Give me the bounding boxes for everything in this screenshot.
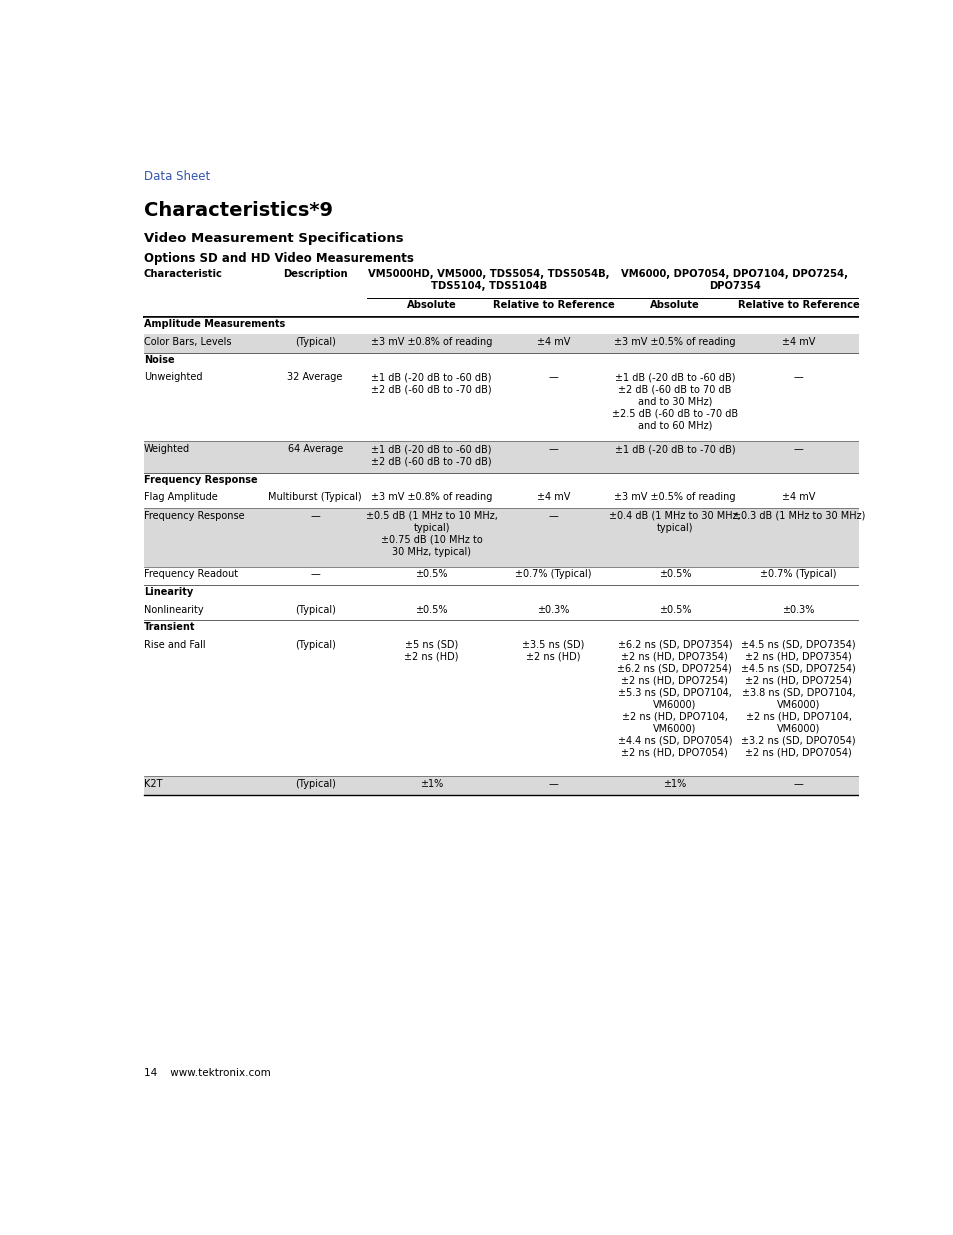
Text: ±0.7% (Typical): ±0.7% (Typical) (515, 569, 591, 579)
Bar (144, 441, 858, 473)
Text: ±3 mV ±0.8% of reading: ±3 mV ±0.8% of reading (371, 337, 492, 347)
Text: Frequency Readout: Frequency Readout (144, 569, 237, 579)
Text: ±0.3%: ±0.3% (537, 605, 569, 615)
Text: ±0.5%: ±0.5% (415, 569, 447, 579)
Text: ±1 dB (-20 dB to -60 dB)
±2 dB (-60 dB to 70 dB
and to 30 MHz)
±2.5 dB (-60 dB t: ±1 dB (-20 dB to -60 dB) ±2 dB (-60 dB t… (611, 372, 738, 430)
Text: Transient: Transient (144, 622, 195, 632)
Text: Weighted: Weighted (144, 445, 190, 454)
Text: ±1 dB (-20 dB to -60 dB)
±2 dB (-60 dB to -70 dB): ±1 dB (-20 dB to -60 dB) ±2 dB (-60 dB t… (371, 445, 492, 466)
Text: ±1 dB (-20 dB to -70 dB): ±1 dB (-20 dB to -70 dB) (614, 445, 735, 454)
Text: —: — (310, 511, 319, 521)
Text: ±4 mV: ±4 mV (781, 493, 815, 503)
Text: ±3 mV ±0.5% of reading: ±3 mV ±0.5% of reading (614, 493, 735, 503)
Text: ±1 dB (-20 dB to -60 dB)
±2 dB (-60 dB to -70 dB): ±1 dB (-20 dB to -60 dB) ±2 dB (-60 dB t… (371, 372, 492, 394)
Text: Characteristic: Characteristic (144, 269, 222, 279)
Text: ±0.5%: ±0.5% (658, 569, 690, 579)
Text: ±3 mV ±0.5% of reading: ±3 mV ±0.5% of reading (614, 337, 735, 347)
Text: ±0.3%: ±0.3% (781, 605, 814, 615)
Text: ±3 mV ±0.8% of reading: ±3 mV ±0.8% of reading (371, 493, 492, 503)
Text: Relative to Reference: Relative to Reference (493, 300, 614, 310)
Text: ±4 mV: ±4 mV (781, 337, 815, 347)
Text: —: — (548, 779, 558, 789)
Text: —: — (793, 445, 802, 454)
Text: Noise: Noise (144, 354, 174, 364)
Bar (144, 508, 858, 567)
Text: ±0.3 dB (1 MHz to 30 MHz): ±0.3 dB (1 MHz to 30 MHz) (732, 511, 864, 521)
Text: Linearity: Linearity (144, 587, 193, 597)
Text: K2T: K2T (144, 779, 162, 789)
Text: Options SD and HD Video Measurements: Options SD and HD Video Measurements (144, 252, 413, 264)
Text: ±0.4 dB (1 MHz to 30 MHz,
typical): ±0.4 dB (1 MHz to 30 MHz, typical) (608, 511, 740, 534)
Text: —: — (548, 511, 558, 521)
Text: ±4 mV: ±4 mV (537, 493, 570, 503)
Text: ±3.5 ns (SD)
±2 ns (HD): ±3.5 ns (SD) ±2 ns (HD) (522, 640, 584, 662)
Text: ±0.5 dB (1 MHz to 10 MHz,
typical)
±0.75 dB (10 MHz to
30 MHz, typical): ±0.5 dB (1 MHz to 10 MHz, typical) ±0.75… (365, 511, 497, 557)
Text: ±0.5%: ±0.5% (415, 605, 447, 615)
Text: Nonlinearity: Nonlinearity (144, 605, 203, 615)
Text: —: — (548, 445, 558, 454)
Text: 14    www.tektronix.com: 14 www.tektronix.com (144, 1068, 270, 1078)
Bar (144, 335, 858, 353)
Text: (Typical): (Typical) (294, 640, 335, 650)
Text: Description: Description (283, 269, 347, 279)
Text: —: — (548, 372, 558, 383)
Text: Frequency Response: Frequency Response (144, 474, 257, 484)
Text: Data Sheet: Data Sheet (144, 170, 210, 183)
Text: Absolute: Absolute (406, 300, 456, 310)
Text: (Typical): (Typical) (294, 779, 335, 789)
Text: ±5 ns (SD)
±2 ns (HD): ±5 ns (SD) ±2 ns (HD) (404, 640, 458, 662)
Text: Color Bars, Levels: Color Bars, Levels (144, 337, 231, 347)
Text: VM5000HD, VM5000, TDS5054, TDS5054B,
TDS5104, TDS5104B: VM5000HD, VM5000, TDS5054, TDS5054B, TDS… (368, 269, 609, 291)
Text: —: — (793, 372, 802, 383)
Text: Amplitude Measurements: Amplitude Measurements (144, 320, 285, 330)
Text: —: — (310, 569, 319, 579)
Text: Unweighted: Unweighted (144, 372, 202, 383)
Bar (144, 777, 858, 795)
Text: Video Measurement Specifications: Video Measurement Specifications (144, 232, 403, 245)
Text: ±1%: ±1% (419, 779, 443, 789)
Text: Relative to Reference: Relative to Reference (737, 300, 859, 310)
Text: 64 Average: 64 Average (287, 445, 342, 454)
Text: Characteristics*9: Characteristics*9 (144, 200, 333, 220)
Text: ±1%: ±1% (662, 779, 686, 789)
Text: 32 Average: 32 Average (287, 372, 342, 383)
Text: —: — (793, 779, 802, 789)
Text: Flag Amplitude: Flag Amplitude (144, 493, 217, 503)
Text: (Typical): (Typical) (294, 605, 335, 615)
Text: Frequency Response: Frequency Response (144, 511, 244, 521)
Text: ±6.2 ns (SD, DPO7354)
±2 ns (HD, DPO7354)
±6.2 ns (SD, DPO7254)
±2 ns (HD, DPO72: ±6.2 ns (SD, DPO7354) ±2 ns (HD, DPO7354… (617, 640, 732, 758)
Text: Rise and Fall: Rise and Fall (144, 640, 205, 650)
Text: Multiburst (Typical): Multiburst (Typical) (268, 493, 361, 503)
Text: ±4.5 ns (SD, DPO7354)
±2 ns (HD, DPO7354)
±4.5 ns (SD, DPO7254)
±2 ns (HD, DPO72: ±4.5 ns (SD, DPO7354) ±2 ns (HD, DPO7354… (740, 640, 855, 758)
Text: VM6000, DPO7054, DPO7104, DPO7254,
DPO7354: VM6000, DPO7054, DPO7104, DPO7254, DPO73… (620, 269, 847, 291)
Text: ±4 mV: ±4 mV (537, 337, 570, 347)
Text: ±0.5%: ±0.5% (658, 605, 690, 615)
Text: Absolute: Absolute (649, 300, 699, 310)
Text: (Typical): (Typical) (294, 337, 335, 347)
Text: ±0.7% (Typical): ±0.7% (Typical) (760, 569, 836, 579)
